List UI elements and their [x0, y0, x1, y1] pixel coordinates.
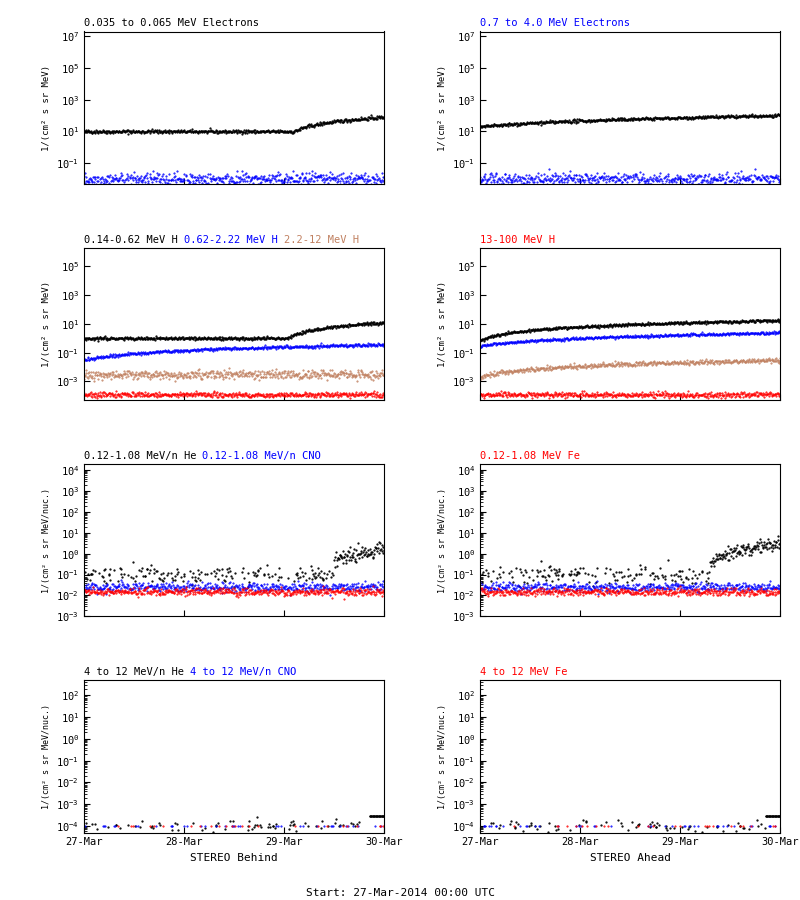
- Y-axis label: 1/(cm² s sr MeV): 1/(cm² s sr MeV): [42, 65, 50, 150]
- Text: 4 to 12 MeV/n He: 4 to 12 MeV/n He: [84, 667, 184, 677]
- Y-axis label: 1/(cm² s sr MeV/nuc.): 1/(cm² s sr MeV/nuc.): [438, 704, 446, 809]
- X-axis label: STEREO Ahead: STEREO Ahead: [590, 853, 670, 863]
- Y-axis label: 1/(cm² s sr MeV/nuc.): 1/(cm² s sr MeV/nuc.): [42, 704, 50, 809]
- Y-axis label: 1/(cm² s sr MeV): 1/(cm² s sr MeV): [438, 65, 446, 150]
- Y-axis label: 1/(cm² s sr MeV): 1/(cm² s sr MeV): [438, 281, 446, 367]
- X-axis label: STEREO Behind: STEREO Behind: [190, 853, 278, 863]
- Text: 0.14-0.62 MeV H: 0.14-0.62 MeV H: [84, 235, 178, 245]
- Text: 0.12-1.08 MeV/n He: 0.12-1.08 MeV/n He: [84, 451, 197, 461]
- Text: 0.035 to 0.065 MeV Electrons: 0.035 to 0.065 MeV Electrons: [84, 19, 259, 29]
- Y-axis label: 1/(cm² s sr MeV): 1/(cm² s sr MeV): [42, 281, 50, 367]
- Text: 0.12-1.08 MeV/n CNO: 0.12-1.08 MeV/n CNO: [202, 451, 322, 461]
- Text: 4 to 12 MeV Fe: 4 to 12 MeV Fe: [480, 667, 567, 677]
- Text: Start: 27-Mar-2014 00:00 UTC: Start: 27-Mar-2014 00:00 UTC: [306, 887, 494, 897]
- Text: 0.12-1.08 MeV Fe: 0.12-1.08 MeV Fe: [480, 451, 580, 461]
- Text: 0.7 to 4.0 MeV Electrons: 0.7 to 4.0 MeV Electrons: [480, 19, 630, 29]
- Text: 0.62-2.22 MeV H: 0.62-2.22 MeV H: [184, 235, 278, 245]
- Text: 4 to 12 MeV/n CNO: 4 to 12 MeV/n CNO: [190, 667, 296, 677]
- Text: 2.2-12 MeV H: 2.2-12 MeV H: [283, 235, 358, 245]
- Y-axis label: 1/(cm² s sr MeV/nuc.): 1/(cm² s sr MeV/nuc.): [438, 488, 446, 592]
- Y-axis label: 1/(cm² s sr MeV/nuc.): 1/(cm² s sr MeV/nuc.): [42, 488, 50, 592]
- Text: 13-100 MeV H: 13-100 MeV H: [480, 235, 555, 245]
